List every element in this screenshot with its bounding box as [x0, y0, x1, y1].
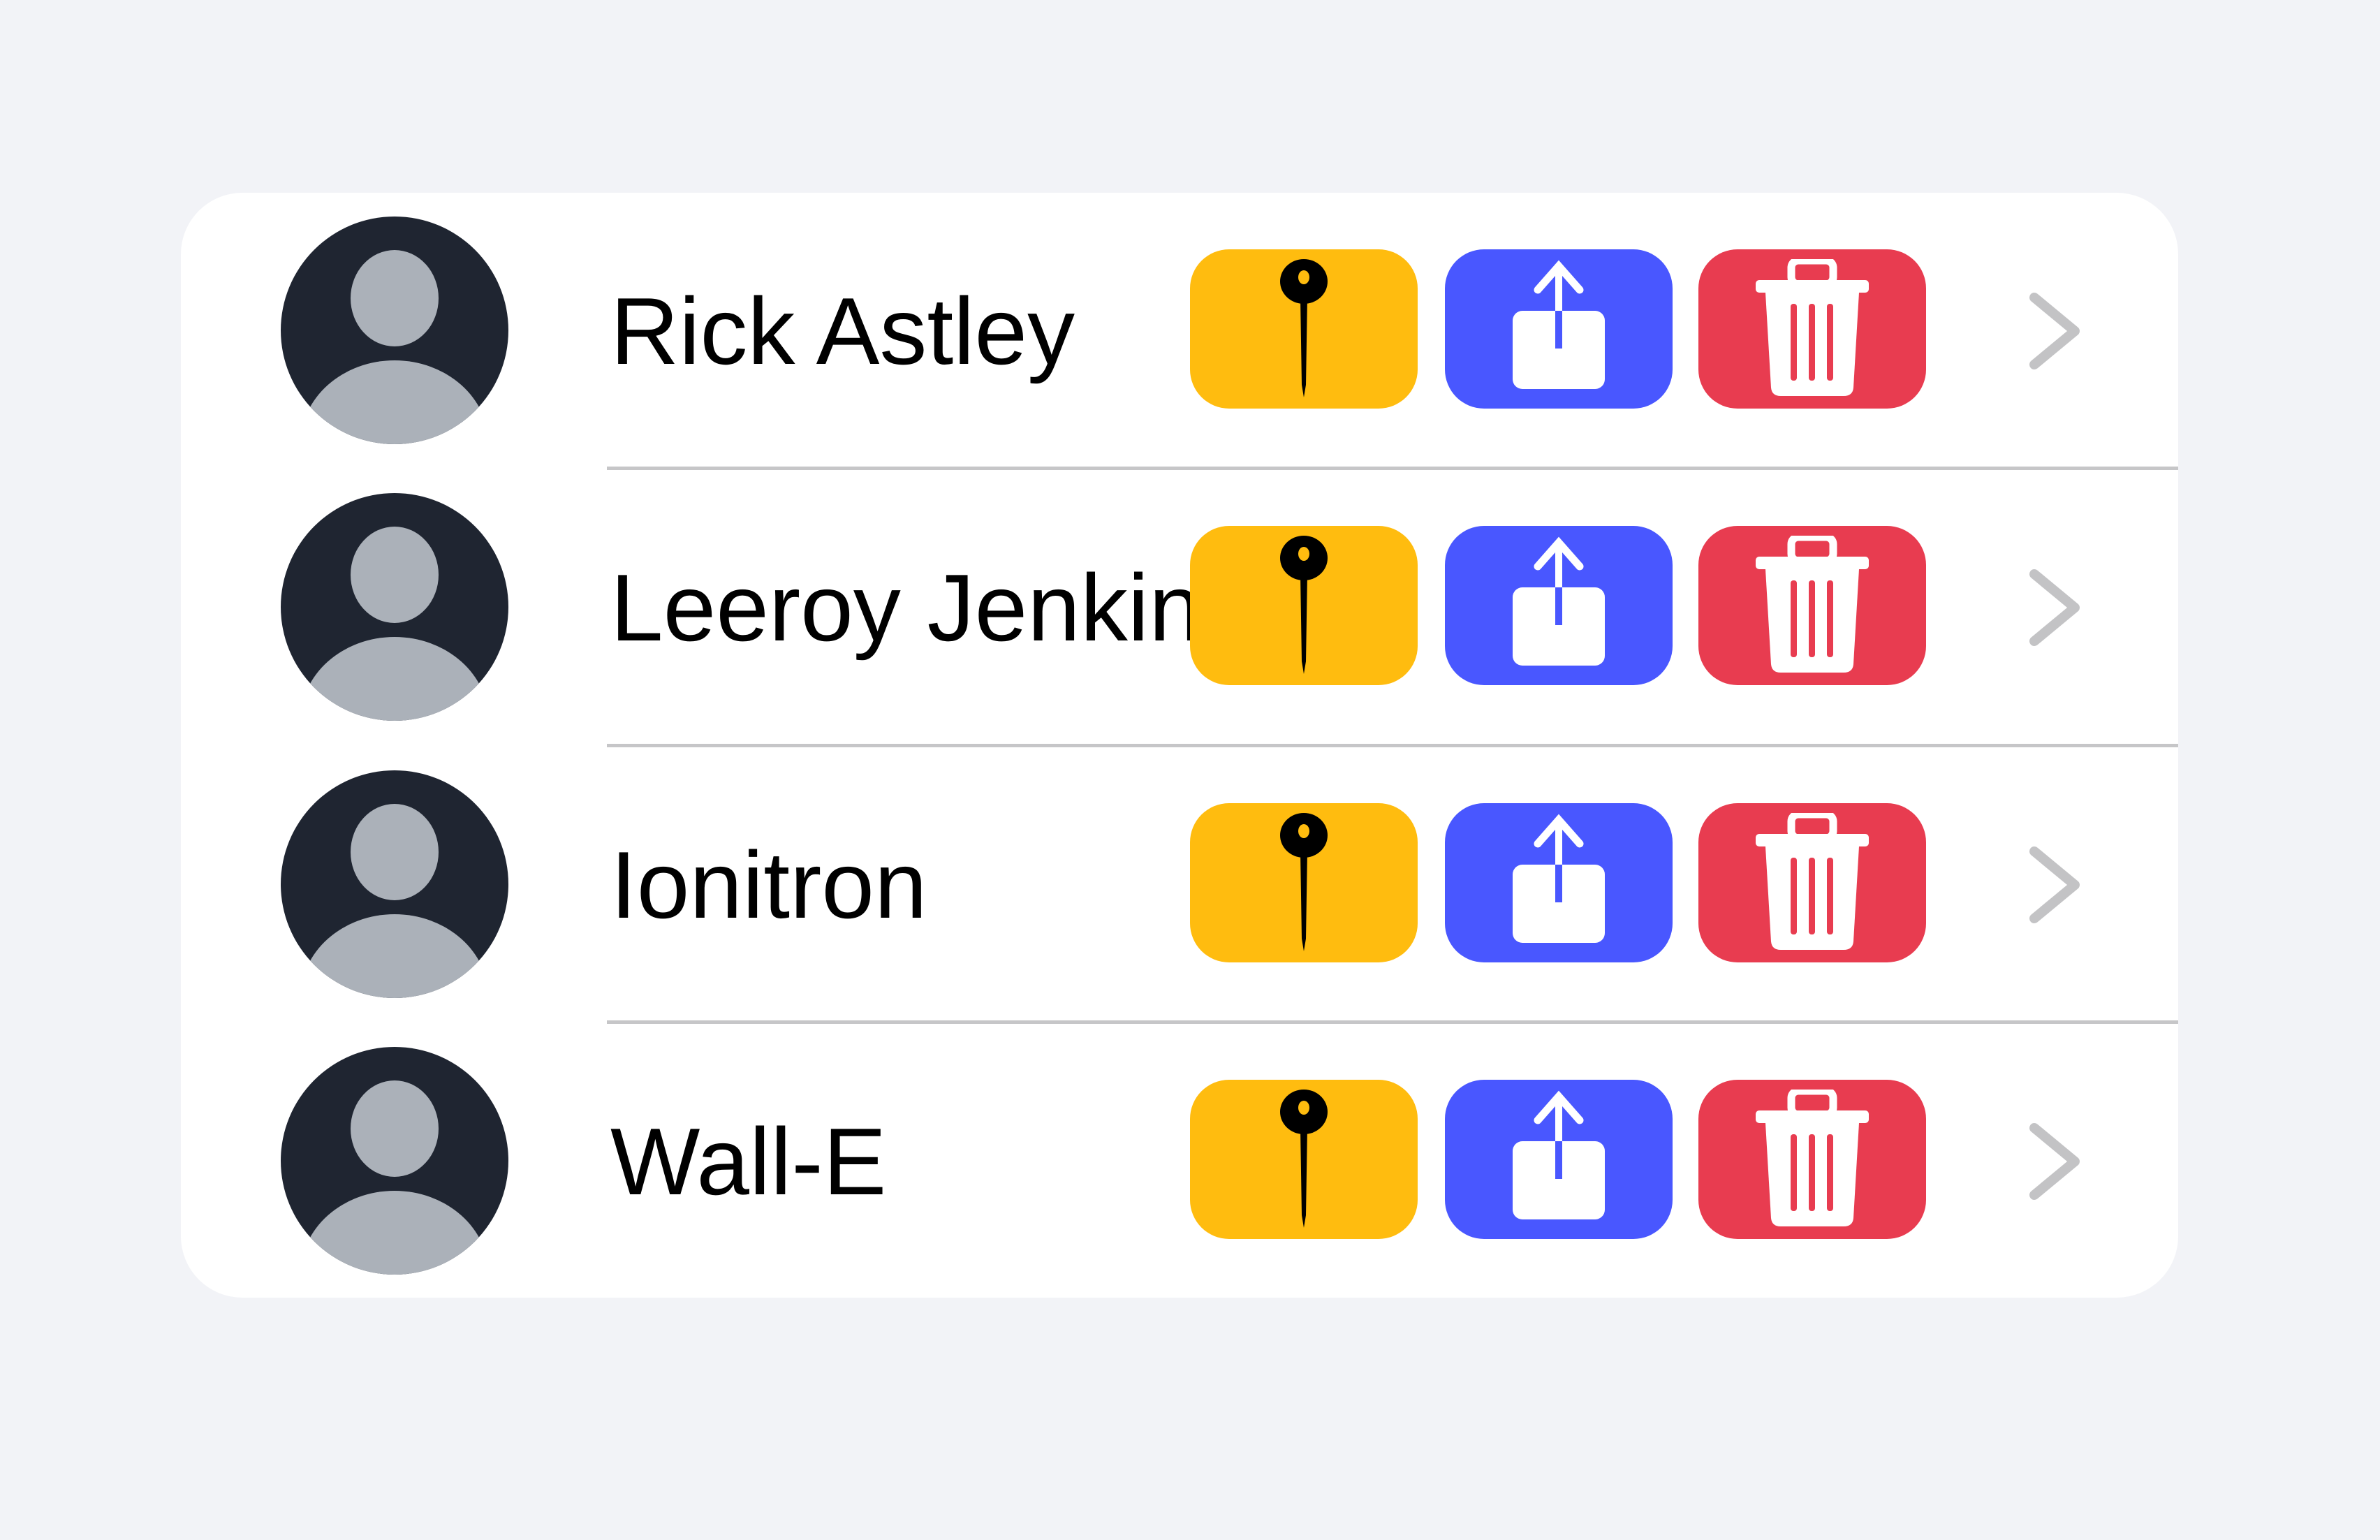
separator — [607, 467, 2178, 470]
person-icon — [281, 770, 508, 998]
separator — [607, 1020, 2178, 1024]
pin-button[interactable] — [1190, 803, 1418, 962]
person-icon — [281, 493, 508, 721]
pin-icon — [1280, 813, 1328, 951]
pin-button[interactable] — [1190, 526, 1418, 685]
chevron-right-icon[interactable] — [2025, 567, 2087, 648]
delete-button[interactable] — [1698, 249, 1926, 409]
pin-button[interactable] — [1190, 249, 1418, 409]
person-icon — [281, 217, 508, 444]
share-icon — [1513, 260, 1605, 389]
chevron-right-icon[interactable] — [2025, 1121, 2087, 1202]
delete-button[interactable] — [1698, 526, 1926, 685]
list-item[interactable]: Ionitron — [181, 747, 2178, 1023]
list-item[interactable]: Wall-E — [181, 1023, 2178, 1298]
pin-icon — [1280, 536, 1328, 674]
chevron-right-icon[interactable] — [2025, 291, 2087, 372]
share-icon — [1513, 536, 1605, 666]
share-icon — [1513, 814, 1605, 943]
trash-icon — [1756, 259, 1869, 396]
pin-icon — [1280, 1090, 1328, 1228]
list-item[interactable]: Rick Astley — [181, 193, 2178, 469]
share-button[interactable] — [1445, 526, 1673, 685]
delete-button[interactable] — [1698, 803, 1926, 962]
pin-icon — [1280, 259, 1328, 397]
chevron-right-icon[interactable] — [2025, 844, 2087, 925]
pin-button[interactable] — [1190, 1080, 1418, 1239]
share-button[interactable] — [1445, 1080, 1673, 1239]
trash-icon — [1756, 813, 1869, 950]
trash-icon — [1756, 536, 1869, 673]
trash-icon — [1756, 1090, 1869, 1226]
list-item[interactable]: Leeroy Jenkins — [181, 469, 2178, 746]
share-button[interactable] — [1445, 249, 1673, 409]
share-button[interactable] — [1445, 803, 1673, 962]
share-icon — [1513, 1090, 1605, 1219]
separator — [607, 744, 2178, 747]
person-icon — [281, 1047, 508, 1275]
delete-button[interactable] — [1698, 1080, 1926, 1239]
contact-list: Rick Astley — [181, 193, 2178, 1298]
